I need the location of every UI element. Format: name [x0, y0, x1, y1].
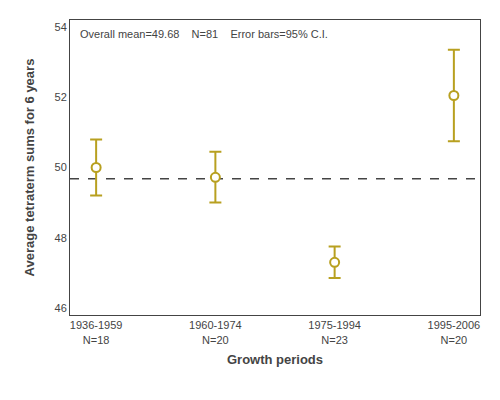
svg-text:1936-1959N=18: 1936-1959N=18 [70, 319, 123, 345]
svg-text:48: 48 [55, 232, 67, 244]
svg-text:Growth periods: Growth periods [227, 352, 323, 367]
svg-text:46: 46 [55, 302, 67, 314]
svg-text:Overall mean=49.68 N=81: Overall mean=49.68 N=81 Error bars=95% C… [80, 28, 328, 40]
svg-text:52: 52 [55, 91, 67, 103]
svg-text:1960-1974N=20: 1960-1974N=20 [189, 319, 242, 345]
svg-text:54: 54 [55, 21, 67, 33]
svg-text:Average tetraterm sums for 6 y: Average tetraterm sums for 6 years [22, 59, 37, 277]
svg-text:1995-2006N=20: 1995-2006N=20 [428, 319, 481, 345]
svg-text:50: 50 [55, 161, 67, 173]
svg-text:1975-1994N=23: 1975-1994N=23 [308, 319, 361, 345]
